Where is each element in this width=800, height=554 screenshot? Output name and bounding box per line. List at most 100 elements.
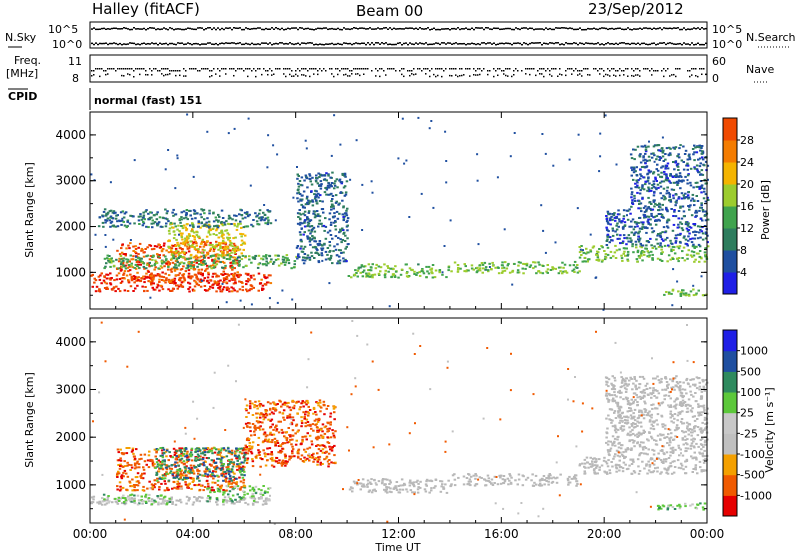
heatmap-cell bbox=[236, 487, 240, 490]
heatmap-cell bbox=[571, 269, 574, 272]
freq-point bbox=[133, 70, 135, 72]
nave-point bbox=[529, 73, 531, 76]
heatmap-cell bbox=[609, 250, 613, 253]
nsky-point bbox=[647, 27, 649, 30]
heatmap-cell bbox=[126, 266, 130, 269]
heatmap-cell bbox=[226, 236, 229, 239]
heatmap-cell bbox=[689, 254, 693, 257]
heatmap-cell bbox=[143, 472, 146, 475]
colorbar-segment bbox=[723, 206, 737, 229]
heatmap-cell bbox=[314, 196, 317, 199]
nsky-point bbox=[163, 27, 165, 29]
heatmap-cell bbox=[90, 173, 93, 176]
nave-point bbox=[175, 74, 177, 77]
heatmap-cell bbox=[700, 147, 703, 149]
nsearch-point bbox=[689, 43, 691, 46]
heatmap-cell bbox=[111, 217, 115, 220]
heatmap-cell bbox=[202, 241, 206, 243]
heatmap-cell bbox=[158, 281, 161, 283]
heatmap-cell bbox=[206, 475, 209, 478]
heatmap-cell bbox=[198, 469, 201, 472]
heatmap-cell bbox=[660, 260, 664, 262]
freq-label: Freq. bbox=[14, 54, 41, 67]
heatmap-cell bbox=[674, 201, 678, 204]
heatmap-cell bbox=[642, 251, 645, 254]
heatmap-cell bbox=[649, 170, 653, 173]
heatmap-cell bbox=[181, 250, 184, 253]
heatmap-cell bbox=[152, 288, 156, 291]
heatmap-cell bbox=[339, 230, 342, 233]
heatmap-cell bbox=[330, 200, 333, 203]
heatmap-cell bbox=[209, 233, 212, 236]
nsearch-point bbox=[651, 42, 653, 45]
heatmap-cell bbox=[488, 262, 491, 265]
heatmap-cell bbox=[95, 285, 99, 288]
heatmap-cell bbox=[650, 250, 653, 253]
heatmap-cell bbox=[117, 470, 120, 473]
heatmap-cell bbox=[245, 288, 248, 291]
heatmap-cell bbox=[200, 261, 203, 264]
heatmap-cell bbox=[431, 276, 435, 279]
heatmap-cell bbox=[244, 501, 247, 504]
nsky-point bbox=[639, 27, 641, 30]
heatmap-cell bbox=[665, 291, 668, 293]
nsky-point bbox=[281, 27, 283, 30]
heatmap-cell bbox=[662, 226, 666, 229]
heatmap-cell bbox=[641, 185, 644, 188]
heatmap-cell bbox=[181, 454, 185, 457]
heatmap-cell bbox=[186, 238, 189, 241]
heatmap-cell bbox=[394, 265, 397, 268]
heatmap-cell bbox=[317, 225, 320, 228]
heatmap-cell bbox=[672, 249, 675, 251]
heatmap-cell bbox=[119, 255, 123, 257]
heatmap-cell bbox=[130, 464, 133, 467]
heatmap-cell bbox=[185, 211, 188, 214]
heatmap-cell bbox=[185, 502, 188, 505]
nsearch-point bbox=[431, 43, 433, 46]
heatmap-cell bbox=[693, 223, 697, 225]
heatmap-cell bbox=[321, 247, 325, 250]
heatmap-cell bbox=[235, 483, 238, 486]
heatmap-cell bbox=[211, 254, 214, 257]
heatmap-cell bbox=[134, 250, 137, 253]
nsearch-point bbox=[459, 42, 461, 45]
heatmap-cell bbox=[141, 502, 144, 505]
nsearch-point bbox=[359, 42, 361, 45]
heatmap-cell bbox=[172, 280, 175, 283]
heatmap-cell bbox=[113, 279, 116, 282]
heatmap-cell bbox=[153, 479, 156, 482]
heatmap-cell bbox=[361, 275, 365, 278]
heatmap-cell bbox=[252, 257, 255, 260]
heatmap-cell bbox=[626, 258, 629, 261]
nsky-point bbox=[703, 28, 705, 30]
heatmap-cell bbox=[163, 473, 167, 476]
heatmap-cell bbox=[693, 167, 697, 170]
heatmap-cell bbox=[411, 268, 414, 271]
heatmap-cell bbox=[258, 497, 261, 500]
heatmap-cell bbox=[117, 260, 121, 263]
heatmap-cell bbox=[215, 243, 218, 246]
heatmap-cell bbox=[243, 493, 246, 496]
heatmap-cell bbox=[165, 277, 168, 280]
nsearch-point bbox=[635, 43, 637, 45]
heatmap-cell bbox=[184, 244, 187, 247]
nsky-point bbox=[427, 27, 429, 29]
heatmap-cell bbox=[621, 240, 625, 243]
heatmap-cell bbox=[334, 228, 338, 231]
freq-point bbox=[111, 68, 113, 70]
heatmap-cell bbox=[100, 282, 103, 285]
heatmap-cell bbox=[639, 153, 642, 156]
heatmap-cell bbox=[217, 248, 220, 251]
heatmap-cell bbox=[699, 236, 702, 239]
nsky-point bbox=[653, 27, 655, 30]
heatmap-cell bbox=[146, 246, 149, 249]
heatmap-cell bbox=[174, 187, 177, 190]
heatmap-cell bbox=[193, 279, 196, 282]
heatmap-cell bbox=[661, 151, 665, 154]
heatmap-cell bbox=[122, 272, 126, 275]
heatmap-cell bbox=[165, 249, 168, 252]
heatmap-cell bbox=[317, 196, 320, 199]
nave-point bbox=[619, 74, 621, 77]
nsearch-point bbox=[145, 43, 147, 45]
nsearch-point bbox=[379, 43, 381, 45]
